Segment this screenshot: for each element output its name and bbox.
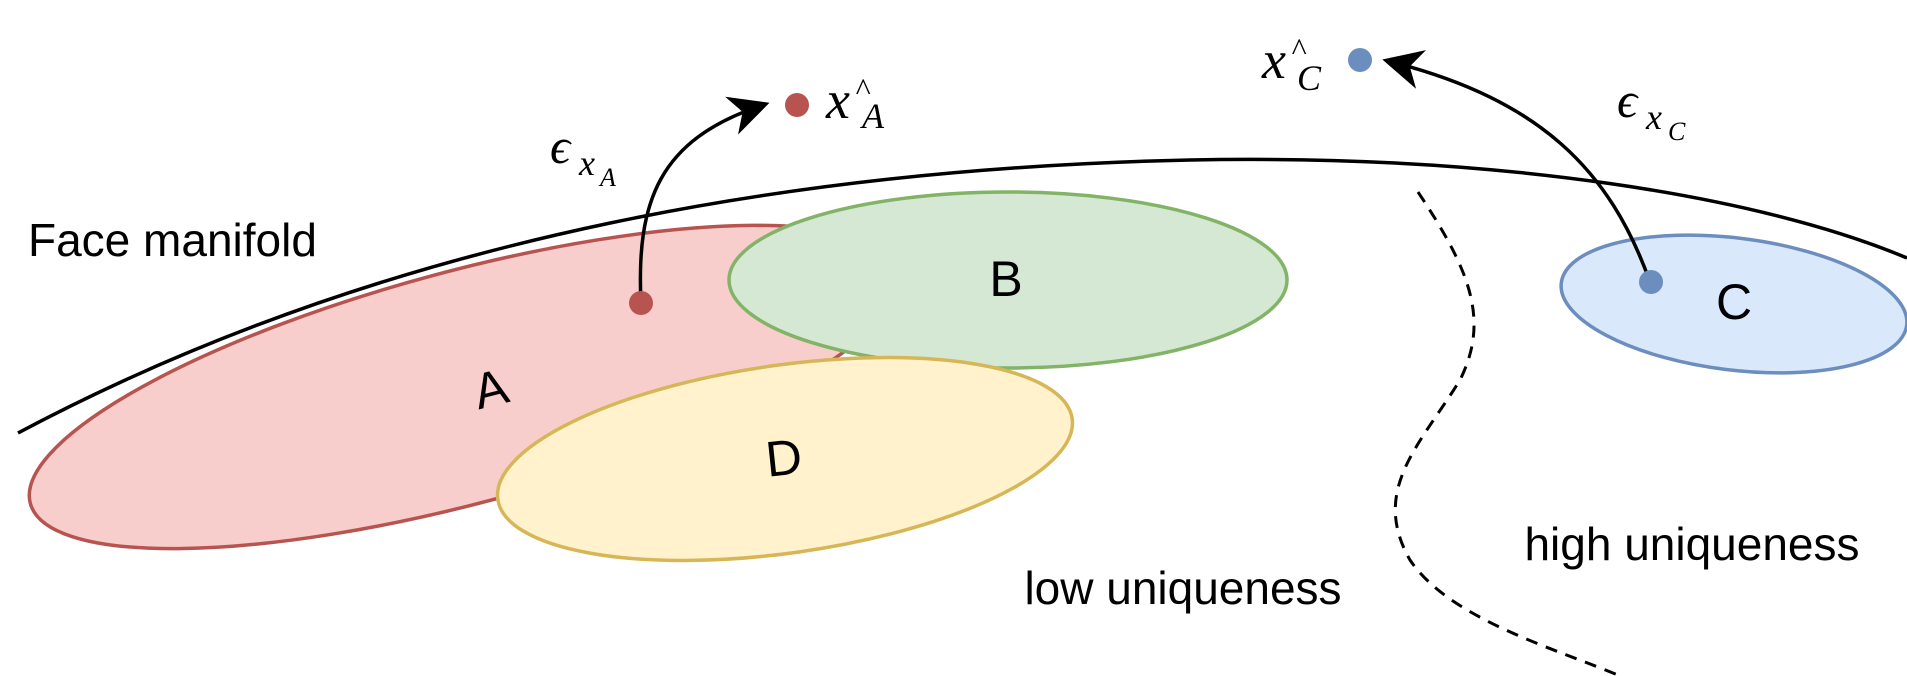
uniqueness-boundary-dashed	[1393, 191, 1621, 676]
svg-text:A: A	[860, 96, 885, 136]
perturbation-arrow-c	[1382, 50, 1652, 283]
cluster-c-label: C	[1716, 274, 1752, 330]
svg-text:x: x	[1261, 30, 1286, 90]
sample-point-a	[629, 291, 653, 315]
xhat-a-label: x ^ A	[825, 70, 885, 136]
svg-text:ϵ: ϵ	[550, 118, 572, 174]
svg-text:x: x	[578, 143, 595, 183]
adversarial-point-a	[785, 93, 809, 117]
high-uniqueness-label: high uniqueness	[1524, 518, 1859, 570]
epsilon-xa-label: ϵ x A	[550, 118, 616, 192]
low-uniqueness-label: low uniqueness	[1024, 562, 1341, 614]
face-manifold-label: Face manifold	[28, 214, 317, 266]
xhat-c-label: x ^ C	[1261, 30, 1322, 98]
svg-text:^: ^	[855, 71, 871, 107]
svg-text:ϵ: ϵ	[1617, 72, 1639, 128]
svg-text:C: C	[1297, 58, 1322, 98]
svg-text:x: x	[825, 70, 850, 130]
face-manifold-curve	[17, 157, 1907, 435]
cluster-b-label: B	[989, 251, 1022, 307]
epsilon-xc-label: ϵ x C	[1617, 72, 1686, 146]
svg-text:A: A	[598, 163, 616, 192]
cluster-d-label: D	[763, 428, 805, 487]
cluster-b-ellipse	[727, 190, 1289, 370]
cluster-d-ellipse	[495, 355, 1075, 563]
svg-text:x: x	[1645, 97, 1662, 137]
perturbation-arrow-a	[638, 96, 770, 304]
adversarial-point-c	[1348, 48, 1372, 72]
svg-text:C: C	[1668, 117, 1686, 146]
sample-point-c	[1639, 270, 1663, 294]
svg-text:^: ^	[1291, 31, 1307, 67]
